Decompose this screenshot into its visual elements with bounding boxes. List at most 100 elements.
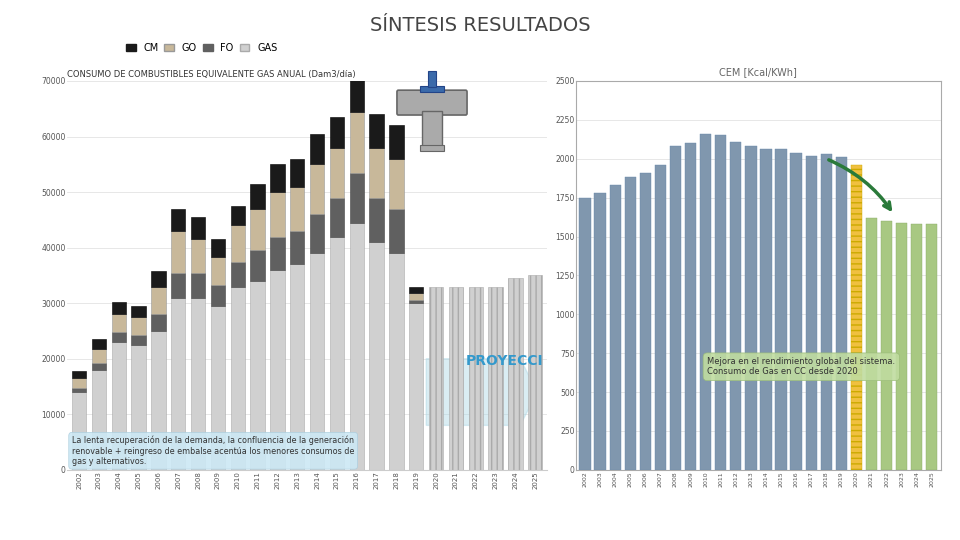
Bar <box>370 147 384 198</box>
Bar <box>171 273 185 298</box>
Bar <box>72 377 86 388</box>
Bar <box>92 349 106 363</box>
Bar <box>745 146 756 470</box>
Bar <box>251 251 265 281</box>
Bar <box>92 363 106 370</box>
Bar <box>290 186 304 231</box>
Bar <box>684 143 696 470</box>
Bar <box>310 253 324 470</box>
Bar <box>429 287 444 470</box>
Bar <box>370 242 384 470</box>
Bar <box>370 198 384 242</box>
FancyBboxPatch shape <box>397 90 467 115</box>
Bar <box>191 273 205 298</box>
Bar <box>92 339 106 349</box>
Bar <box>390 209 403 253</box>
Bar <box>390 253 403 470</box>
Bar <box>715 136 727 470</box>
Bar <box>152 314 165 331</box>
Bar <box>420 145 444 151</box>
Bar <box>271 270 284 470</box>
Bar <box>310 214 324 253</box>
Bar <box>191 217 205 239</box>
Bar <box>509 278 522 470</box>
Bar <box>428 71 436 87</box>
Bar <box>639 173 651 470</box>
Bar <box>866 218 877 470</box>
Bar <box>610 185 621 470</box>
Bar <box>310 134 324 164</box>
Bar <box>290 159 304 186</box>
Bar <box>349 173 364 222</box>
Bar <box>211 239 225 257</box>
Bar <box>132 335 146 345</box>
Bar <box>911 224 923 470</box>
Bar <box>211 257 225 285</box>
Bar <box>191 298 205 470</box>
Text: CONSUMO DE COMBUSTIBLES EQUIVALENTE GAS ANUAL (Dam3/día): CONSUMO DE COMBUSTIBLES EQUIVALENTE GAS … <box>67 70 356 79</box>
Bar <box>171 231 185 273</box>
Bar <box>349 222 364 470</box>
Bar <box>409 287 423 293</box>
Bar <box>271 164 284 192</box>
Bar <box>191 239 205 273</box>
Bar <box>409 300 423 303</box>
Bar <box>594 193 606 470</box>
Bar <box>776 150 786 470</box>
Bar <box>390 159 403 209</box>
Bar <box>670 146 682 470</box>
Bar <box>330 198 344 237</box>
Bar <box>700 134 711 470</box>
Bar <box>171 298 185 470</box>
Bar <box>409 303 423 470</box>
Text: Mejora en el rendimiento global del sistema.
Consumo de Gas en CC desde 2020: Mejora en el rendimiento global del sist… <box>708 357 896 376</box>
Legend: CM, GO, FO, GAS: CM, GO, FO, GAS <box>122 39 281 57</box>
Bar <box>251 209 265 251</box>
Bar <box>152 271 165 287</box>
Bar <box>111 302 126 314</box>
Bar <box>349 76 364 112</box>
Bar <box>132 345 146 470</box>
Bar <box>422 111 442 146</box>
Bar <box>152 331 165 470</box>
Bar <box>760 150 772 470</box>
Bar <box>835 157 847 470</box>
Bar <box>72 371 86 377</box>
Bar <box>251 184 265 209</box>
Text: La lenta recuperación de la demanda, la confluencia de la generación
renovable +: La lenta recuperación de la demanda, la … <box>72 436 354 466</box>
Bar <box>211 285 225 306</box>
FancyArrow shape <box>426 353 538 431</box>
Bar <box>580 198 590 470</box>
Bar <box>132 306 146 317</box>
Bar <box>731 141 741 470</box>
Bar <box>926 224 937 470</box>
Bar <box>330 147 344 198</box>
Bar <box>230 287 245 470</box>
Bar <box>489 287 503 470</box>
Text: PROYECCI: PROYECCI <box>466 354 543 368</box>
Bar <box>152 287 165 314</box>
Bar <box>230 206 245 225</box>
Bar <box>92 370 106 470</box>
Bar <box>821 154 832 470</box>
Bar <box>528 275 542 470</box>
Bar <box>420 86 444 92</box>
Bar <box>655 165 666 470</box>
Text: SÍNTESIS RESULTADOS: SÍNTESIS RESULTADOS <box>370 16 590 35</box>
Bar <box>111 314 126 332</box>
Bar <box>111 332 126 342</box>
Bar <box>790 152 802 470</box>
Bar <box>370 114 384 147</box>
Bar <box>290 231 304 264</box>
Bar <box>625 178 636 470</box>
Bar <box>851 165 862 470</box>
Bar <box>330 237 344 470</box>
Bar <box>271 192 284 237</box>
Bar <box>409 293 423 300</box>
Bar <box>132 317 146 335</box>
Bar <box>72 388 86 392</box>
Bar <box>349 112 364 173</box>
Bar <box>290 264 304 470</box>
Bar <box>72 392 86 470</box>
Bar <box>171 209 185 231</box>
